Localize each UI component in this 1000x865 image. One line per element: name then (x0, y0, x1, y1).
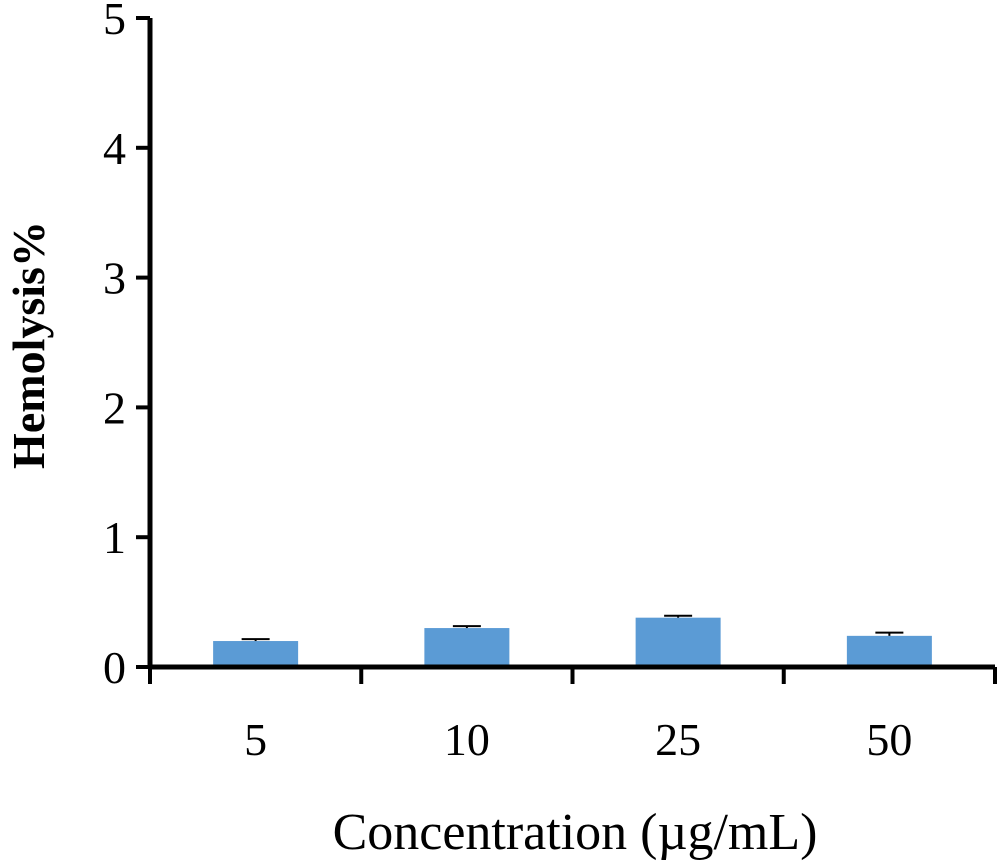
x-tick-labels: 5 10 25 50 (244, 714, 912, 765)
x-tick-label-10: 10 (444, 714, 490, 765)
y-tick-label-3: 3 (103, 253, 126, 304)
y-tick-label-4: 4 (103, 123, 126, 174)
x-tick-label-50: 50 (866, 714, 912, 765)
y-tick-label-1: 1 (103, 512, 126, 563)
y-tick-labels: 0 1 2 3 4 5 (103, 0, 126, 693)
x-axis-ticks (148, 667, 997, 684)
y-axis-title: Hemolysis% (3, 221, 54, 469)
error-bars (241, 614, 904, 642)
x-tick-label-5: 5 (244, 714, 267, 765)
y-tick-label-5: 5 (103, 0, 126, 44)
bar-50 (846, 635, 932, 667)
y-tick-label-0: 0 (103, 642, 126, 693)
bar-25 (635, 617, 721, 667)
y-tick-label-2: 2 (103, 382, 126, 433)
bars (213, 617, 932, 667)
bar-5 (213, 641, 299, 667)
x-tick-label-25: 25 (655, 714, 701, 765)
x-axis-title: Concentration (µg/mL) (333, 804, 818, 861)
bar-10 (424, 628, 510, 667)
